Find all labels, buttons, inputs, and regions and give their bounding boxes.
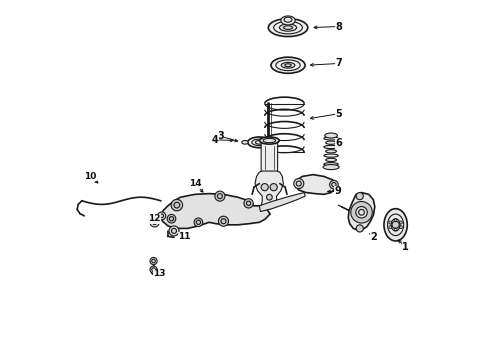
Text: 9: 9 <box>334 186 341 197</box>
Ellipse shape <box>324 163 338 166</box>
Text: 1: 1 <box>402 242 409 252</box>
Circle shape <box>261 184 269 191</box>
Circle shape <box>169 226 179 236</box>
Circle shape <box>392 221 399 228</box>
Circle shape <box>158 212 166 220</box>
Circle shape <box>330 180 338 189</box>
Circle shape <box>150 257 157 265</box>
Text: 3: 3 <box>217 131 224 141</box>
Text: 8: 8 <box>336 22 343 32</box>
Text: 2: 2 <box>370 232 377 242</box>
Polygon shape <box>161 194 270 228</box>
Ellipse shape <box>326 150 337 153</box>
Ellipse shape <box>271 57 305 73</box>
Ellipse shape <box>326 141 337 144</box>
Polygon shape <box>255 171 283 209</box>
Circle shape <box>150 218 159 227</box>
Ellipse shape <box>269 19 308 37</box>
Circle shape <box>219 216 228 226</box>
FancyBboxPatch shape <box>261 139 278 174</box>
Ellipse shape <box>281 16 295 25</box>
Text: 14: 14 <box>189 179 202 188</box>
Circle shape <box>167 215 176 223</box>
Ellipse shape <box>242 140 248 144</box>
Text: 12: 12 <box>148 214 161 223</box>
Circle shape <box>270 184 277 191</box>
Ellipse shape <box>384 209 407 241</box>
Circle shape <box>244 199 253 208</box>
Polygon shape <box>295 175 337 194</box>
Text: 7: 7 <box>336 58 343 68</box>
Ellipse shape <box>324 137 338 140</box>
Ellipse shape <box>325 133 337 138</box>
Text: 5: 5 <box>336 109 343 119</box>
Circle shape <box>267 194 272 200</box>
Circle shape <box>150 266 157 273</box>
Text: 11: 11 <box>178 232 191 241</box>
Ellipse shape <box>323 165 339 170</box>
Text: 6: 6 <box>336 139 343 148</box>
Ellipse shape <box>247 137 271 148</box>
Ellipse shape <box>324 154 338 157</box>
Circle shape <box>356 207 368 218</box>
Ellipse shape <box>326 158 337 162</box>
Text: 10: 10 <box>84 172 96 181</box>
Polygon shape <box>348 193 375 230</box>
Ellipse shape <box>281 62 295 68</box>
Ellipse shape <box>324 145 338 149</box>
Ellipse shape <box>279 24 296 31</box>
Circle shape <box>194 218 203 226</box>
Text: 4: 4 <box>212 135 218 145</box>
Circle shape <box>351 202 372 223</box>
Circle shape <box>294 179 304 189</box>
Circle shape <box>171 199 183 211</box>
Circle shape <box>356 225 364 232</box>
Text: 13: 13 <box>153 269 166 278</box>
Circle shape <box>356 193 364 200</box>
Circle shape <box>215 191 225 201</box>
Polygon shape <box>259 193 305 212</box>
Ellipse shape <box>260 137 279 144</box>
